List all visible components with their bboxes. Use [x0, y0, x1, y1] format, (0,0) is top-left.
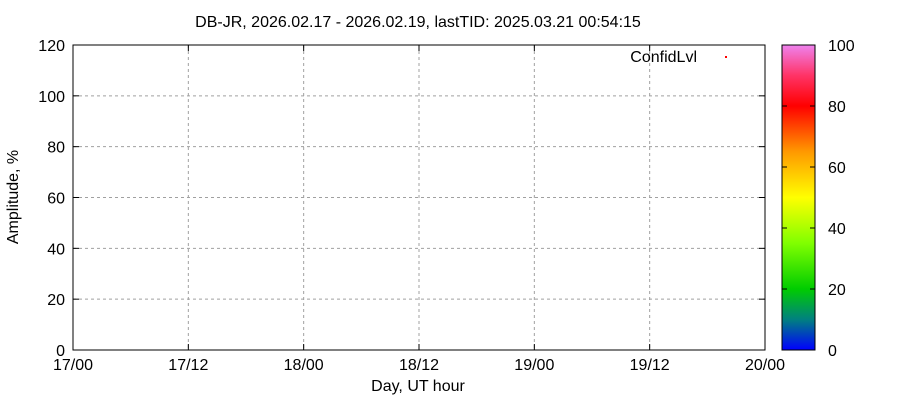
- colorbar-tick-label: 80: [828, 99, 846, 116]
- y-tick-label: 120: [38, 38, 65, 55]
- colorbar-tick-label: 100: [828, 38, 855, 55]
- y-tick-label: 40: [47, 241, 65, 258]
- legend-marker: [725, 56, 727, 58]
- y-tick-label: 80: [47, 140, 65, 157]
- colorbar-ticks: 0 20 40 60 80 100: [782, 38, 855, 360]
- x-tick-label: 17/12: [168, 357, 208, 374]
- chart-title: DB-JR, 2026.02.17 - 2026.02.19, lastTID:…: [195, 14, 641, 31]
- legend: ConfidLvl: [630, 49, 727, 66]
- y-axis: 0 20 40 60 80 100 120: [38, 38, 765, 360]
- y-tick-label: 0: [56, 343, 65, 360]
- x-tick-label: 20/00: [745, 357, 785, 374]
- y-tick-label: 100: [38, 89, 65, 106]
- colorbar-tick-label: 40: [828, 221, 846, 238]
- colorbar: [781, 44, 816, 351]
- x-tick-label: 18/12: [399, 357, 439, 374]
- x-axis-label: Day, UT hour: [371, 378, 465, 395]
- grid: [73, 45, 765, 350]
- y-tick-label: 20: [47, 292, 65, 309]
- y-axis-label: Amplitude, %: [5, 150, 22, 244]
- colorbar-tick-label: 60: [828, 160, 846, 177]
- x-tick-label: 19/00: [514, 357, 554, 374]
- x-axis: 17/00 17/12 18/00 18/12 19/00 19/12 20/00: [53, 45, 785, 374]
- colorbar-tick-label: 20: [828, 282, 846, 299]
- x-tick-label: 17/00: [53, 357, 93, 374]
- x-tick-label: 19/12: [630, 357, 670, 374]
- x-tick-label: 18/00: [284, 357, 324, 374]
- legend-label: ConfidLvl: [630, 49, 697, 66]
- y-tick-label: 60: [47, 191, 65, 208]
- colorbar-tick-label: 0: [828, 343, 837, 360]
